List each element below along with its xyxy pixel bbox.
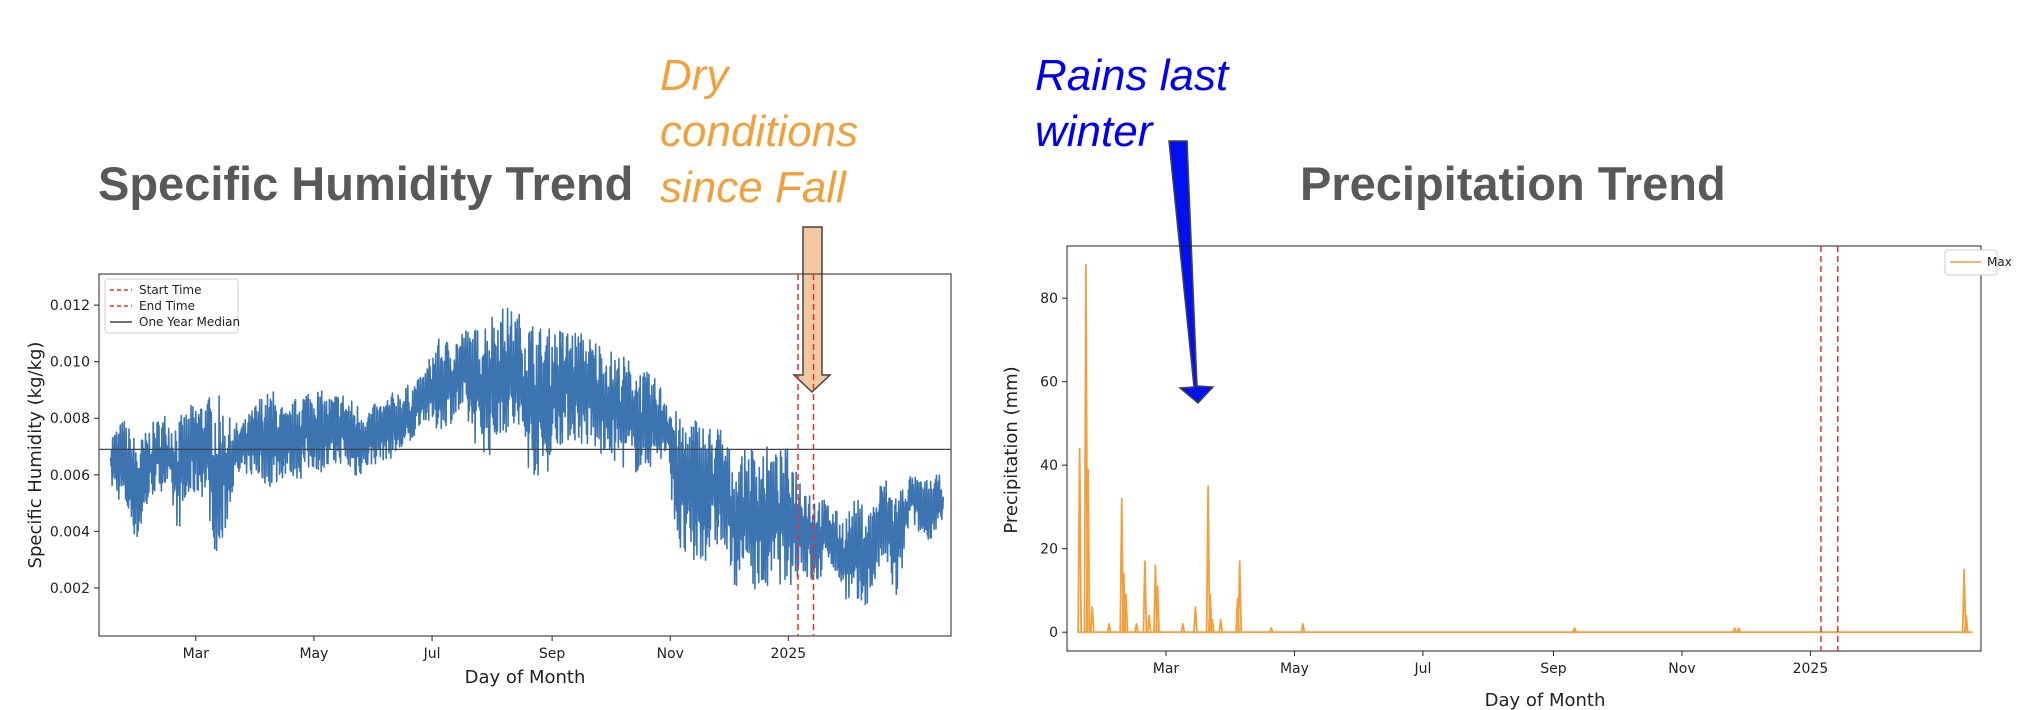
legend-median-label: One Year Median bbox=[139, 315, 240, 329]
precip-spike bbox=[1572, 627, 1577, 633]
humidity-x-axis-label: Day of Month bbox=[465, 667, 586, 688]
rain-annotation-line-2: winter bbox=[1035, 107, 1153, 156]
precip-y-tick-label: 40 bbox=[1040, 458, 1058, 474]
humidity-y-tick-label: 0.002 bbox=[50, 581, 90, 597]
precip-spike bbox=[1237, 560, 1243, 633]
precip-spike bbox=[1300, 622, 1306, 633]
humidity-plot-frame bbox=[98, 273, 952, 637]
precip-y-tick-label: 80 bbox=[1040, 291, 1058, 307]
humidity-x-tick-label: Mar bbox=[183, 646, 210, 662]
precip-x-axis-label: Day of Month bbox=[1485, 690, 1606, 710]
precip-spike bbox=[1209, 618, 1215, 633]
precip-spike bbox=[1077, 447, 1083, 633]
precip-y-axis-label: Precipitation (mm) bbox=[1001, 366, 1022, 533]
humidity-y-tick-label: 0.012 bbox=[50, 298, 90, 314]
precip-spike bbox=[1085, 468, 1091, 633]
humidity-y-axis-label: Specific Humidity (kg/kg) bbox=[25, 342, 46, 569]
legend-start-time-label: Start Time bbox=[139, 283, 202, 297]
humidity-y-tick-label: 0.008 bbox=[50, 411, 90, 427]
dry-annotation-line-2: conditions bbox=[660, 107, 859, 156]
down-arrow-blue-icon bbox=[1168, 140, 1215, 405]
precipitation-chart: 0 20 40 60 80 Mar May Jul Sep Nov 2025 Day of Mon… bbox=[1001, 245, 2012, 710]
precip-x-tick-label: 2025 bbox=[1793, 661, 1829, 677]
down-arrow-tan-icon bbox=[792, 226, 832, 394]
rains-annotation: Rains last winter bbox=[1035, 48, 1228, 160]
humidity-x-tick-label: Nov bbox=[657, 646, 684, 662]
humidity-x-tick-label: Jul bbox=[423, 646, 441, 662]
precip-spike bbox=[1142, 560, 1148, 633]
precip-spike bbox=[1961, 568, 1967, 633]
precip-spike bbox=[1193, 606, 1198, 633]
humidity-legend-box bbox=[104, 278, 239, 334]
legend-max-label: Max bbox=[1987, 255, 2012, 269]
humidity-chart: 0.002 0.004 0.006 0.008 0.010 0.012 Mar May Jul… bbox=[25, 273, 952, 688]
precip-y-tick-label: 0 bbox=[1049, 625, 1058, 641]
humidity-legend: Start Time End Time One Year Median bbox=[104, 278, 240, 334]
precip-x-tick-label: May bbox=[1280, 661, 1309, 677]
humidity-series-line bbox=[109, 307, 945, 606]
precip-spike bbox=[1180, 622, 1186, 633]
rain-annotation-line-1: Rains last bbox=[1035, 51, 1229, 100]
right-chart-title: Precipitation Trend bbox=[1300, 157, 1726, 210]
precip-spike bbox=[1268, 627, 1274, 633]
precip-spike bbox=[1134, 622, 1139, 633]
humidity-x-tick-label: May bbox=[299, 646, 328, 662]
precip-x-tick-label: Jul bbox=[1413, 661, 1431, 677]
precip-legend: Max bbox=[1944, 249, 2012, 276]
precip-spike bbox=[1205, 485, 1211, 633]
precip-spike bbox=[1123, 593, 1129, 633]
left-chart-title: Specific Humidity Trend bbox=[98, 157, 634, 210]
dry-annotation-line-3: since Fall bbox=[660, 163, 846, 212]
humidity-x-tick-label: 2025 bbox=[771, 646, 807, 662]
precip-spike bbox=[1218, 618, 1224, 633]
precip-spike bbox=[1146, 614, 1152, 633]
precip-spike bbox=[1106, 622, 1112, 633]
precip-x-tick-label: Sep bbox=[1540, 661, 1567, 677]
dry-conditions-annotation: Dry conditions since Fall bbox=[660, 48, 858, 216]
precip-spike bbox=[1155, 585, 1160, 633]
humidity-y-tick-label: 0.010 bbox=[50, 355, 90, 371]
precip-y-tick-label: 60 bbox=[1040, 375, 1058, 391]
dry-annotation-line-1: Dry bbox=[660, 51, 729, 100]
precip-x-tick-label: Mar bbox=[1153, 661, 1180, 677]
humidity-y-tick-label: 0.006 bbox=[50, 468, 90, 484]
precip-spike bbox=[1207, 593, 1213, 633]
precip-spike bbox=[1732, 627, 1737, 633]
humidity-y-tick-label: 0.004 bbox=[50, 524, 90, 540]
precip-y-tick-label: 20 bbox=[1040, 542, 1058, 558]
precip-x-tick-label: Nov bbox=[1668, 661, 1695, 677]
humidity-x-tick-label: Sep bbox=[539, 646, 566, 662]
precip-spike bbox=[1089, 606, 1095, 633]
legend-end-time-label: End Time bbox=[139, 299, 195, 313]
precipitation-plot-frame bbox=[1066, 245, 1982, 652]
precip-spike bbox=[1963, 614, 1969, 633]
precip-spike bbox=[1736, 627, 1742, 633]
